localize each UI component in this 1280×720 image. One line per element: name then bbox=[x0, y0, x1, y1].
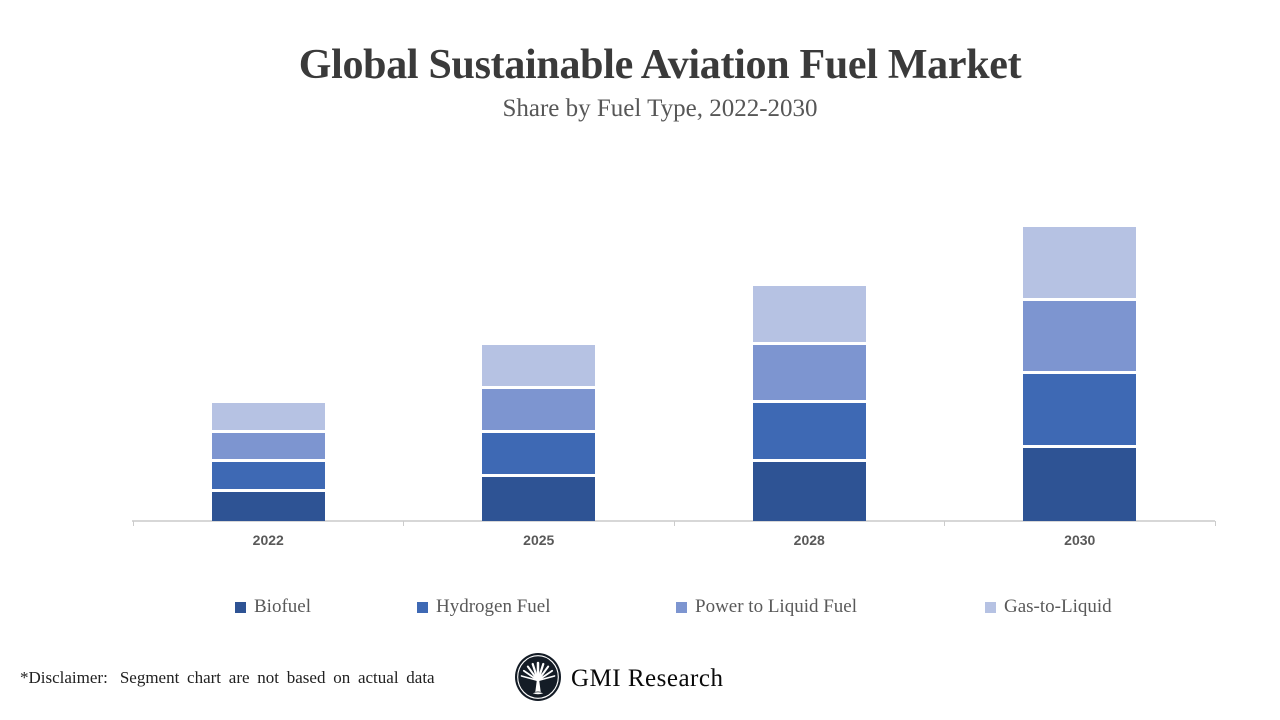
bar-2030-segment-gas-to-liquid bbox=[1023, 227, 1137, 301]
bar-2022-segment-power-to-liquid-fuel bbox=[211, 432, 325, 463]
legend-label-biofuel: Biofuel bbox=[254, 596, 311, 617]
x-axis-label-2025: 2025 bbox=[523, 532, 555, 548]
bar-2030-segment-hydrogen-fuel bbox=[1023, 374, 1137, 448]
bar-2025-segment-biofuel bbox=[482, 476, 596, 521]
gmi-palm-logo-icon bbox=[514, 652, 562, 707]
x-axis-tick bbox=[132, 521, 134, 526]
chart-header: Global Sustainable Aviation Fuel Market … bbox=[40, 42, 1280, 124]
legend-swatch-hydrogen-fuel bbox=[417, 602, 428, 613]
legend-item-power-to-liquid-fuel: Power to Liquid Fuel bbox=[676, 595, 857, 619]
legend-label-power-to-liquid-fuel: Power to Liquid Fuel bbox=[695, 596, 858, 617]
bar-2025-segment-gas-to-liquid bbox=[482, 344, 596, 389]
legend-item-biofuel: Biofuel bbox=[235, 595, 311, 619]
bar-2025-segment-power-to-liquid-fuel bbox=[482, 388, 596, 433]
x-axis-label-2028: 2028 bbox=[793, 532, 825, 548]
legend-swatch-gas-to-liquid bbox=[985, 602, 996, 613]
x-axis-tick bbox=[1214, 521, 1216, 526]
bar-2022-segment-biofuel bbox=[211, 491, 325, 521]
legend-item-hydrogen-fuel: Hydrogen Fuel bbox=[417, 595, 551, 619]
disclaimer-label: *Disclaimer: bbox=[20, 668, 108, 687]
bar-2028-segment-gas-to-liquid bbox=[752, 285, 866, 345]
chart-title: Global Sustainable Aviation Fuel Market bbox=[298, 42, 1022, 88]
chart-subtitle: Share by Fuel Type, 2022-2030 bbox=[502, 95, 818, 123]
bar-2022-segment-hydrogen-fuel bbox=[211, 462, 325, 492]
bar-2028-segment-power-to-liquid-fuel bbox=[752, 344, 866, 404]
legend-swatch-power-to-liquid-fuel bbox=[676, 602, 687, 613]
bar-2028-segment-biofuel bbox=[752, 462, 866, 521]
legend-swatch-biofuel bbox=[235, 602, 246, 613]
x-axis-tick bbox=[403, 521, 404, 526]
brand-name: GMI Research bbox=[571, 665, 724, 692]
x-axis-label-2022: 2022 bbox=[252, 532, 284, 548]
x-axis-tick bbox=[944, 521, 945, 526]
bar-2025-segment-hydrogen-fuel bbox=[482, 432, 596, 477]
brand-block: GMI Research bbox=[514, 652, 724, 707]
bar-2028-segment-hydrogen-fuel bbox=[752, 403, 866, 463]
disclaimer-body: Segment chart are not based on actual da… bbox=[119, 668, 435, 687]
legend-label-hydrogen-fuel: Hydrogen Fuel bbox=[436, 596, 551, 617]
bar-2022-segment-gas-to-liquid bbox=[211, 403, 325, 433]
x-axis-label-2030: 2030 bbox=[1064, 532, 1096, 548]
legend-label-gas-to-liquid: Gas-to-Liquid bbox=[1004, 596, 1112, 617]
legend-item-gas-to-liquid: Gas-to-Liquid bbox=[985, 595, 1112, 619]
bar-2030-segment-power-to-liquid-fuel bbox=[1023, 300, 1137, 374]
bar-2030-segment-biofuel bbox=[1023, 447, 1137, 521]
x-axis-tick bbox=[673, 521, 675, 526]
disclaimer-text: *Disclaimer: Segment chart are not based … bbox=[20, 668, 435, 688]
